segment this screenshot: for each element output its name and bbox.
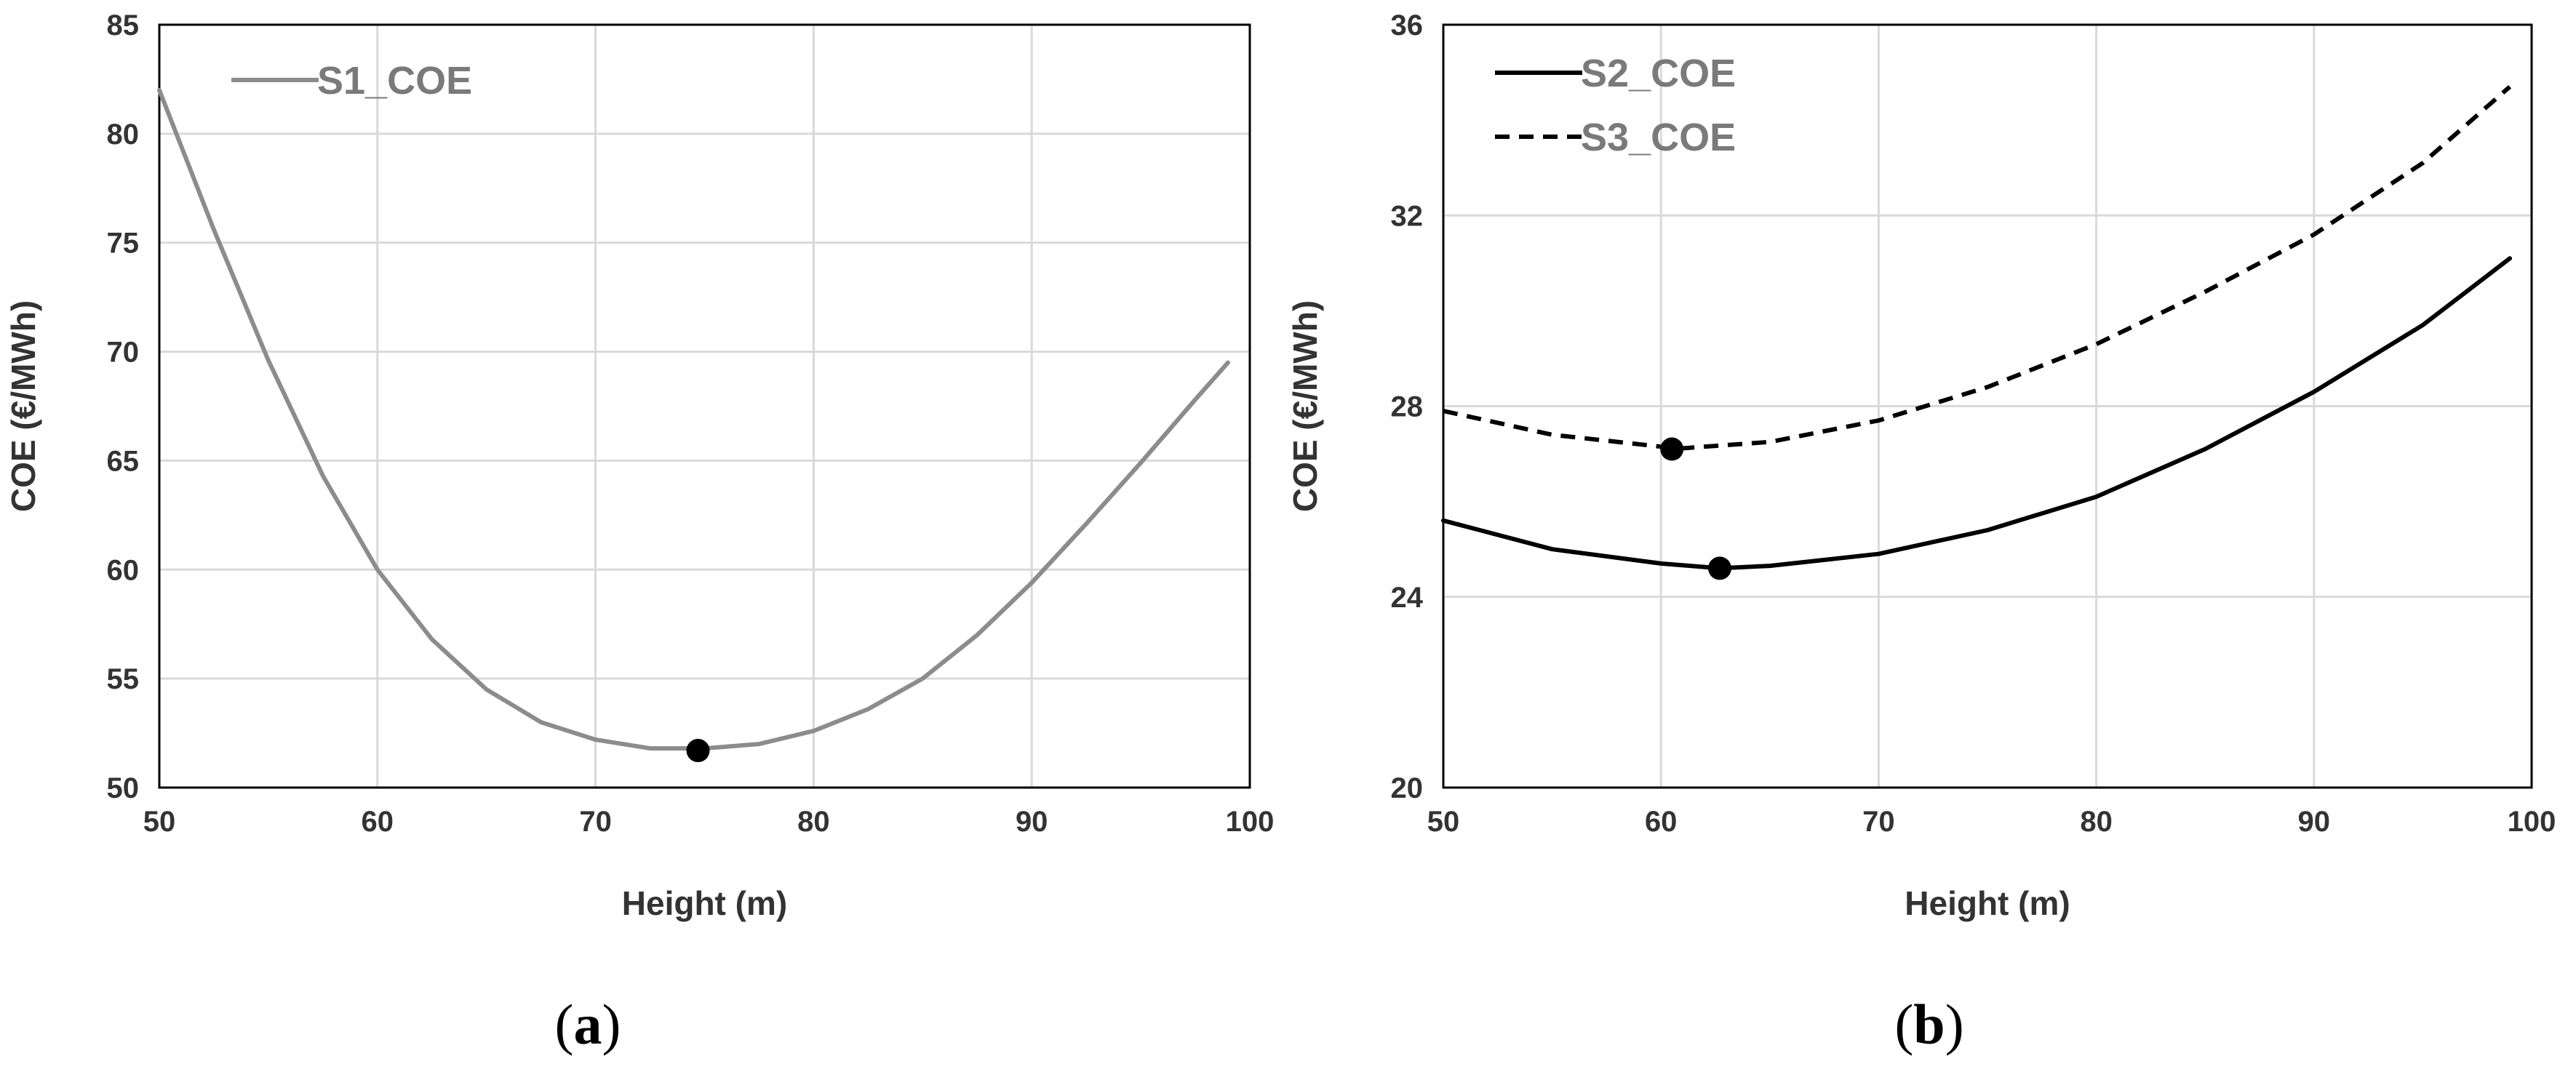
y-tick-label: 75 [107,228,140,260]
x-tick-label: 60 [1645,806,1678,838]
x-tick-label: 80 [797,806,830,838]
plot-frame [158,23,1251,789]
x-tick-label: 90 [2298,806,2331,838]
y-axis-title: COE (€/MWh) [1286,300,1324,512]
y-tick-label: 70 [107,337,140,369]
series-line-S3_COE [1443,84,2512,452]
minimum-point-S2_COE [1707,556,1731,580]
minimum-point-S3_COE [1660,437,1684,461]
y-tick-label: 55 [107,663,140,695]
plot-frame [1442,23,2533,789]
y-tick-label: 50 [107,772,140,804]
x-tick-label: 70 [579,806,612,838]
y-axis-title: COE (€/MWh) [4,300,42,512]
y-tick-label: 85 [107,9,140,41]
x-tick-label: 50 [1427,806,1460,838]
y-tick-label: 24 [1391,582,1424,614]
panel-a: 50 60 70 80 90 100 50 55 60 65 70 75 80 85 Height (m) C… [4,9,1274,1056]
legend-label: S1_COE [317,59,472,103]
y-tick-label: 80 [107,119,140,151]
x-axis-title: Height (m) [1905,884,2070,922]
x-tick-label: 70 [1862,806,1895,838]
panel-caption: (b) [1894,993,1963,1056]
series-line-S1_COE [157,87,1230,751]
x-tick-label: 60 [362,806,394,838]
y-tick-label: 60 [107,554,140,586]
x-tick-label: 80 [2080,806,2113,838]
y-tick-label: 65 [107,445,140,477]
x-tick-label: 100 [2508,806,2556,838]
series-line-S2_COE [1441,256,2513,571]
y-tick-label: 36 [1391,9,1424,41]
x-tick-label: 90 [1016,806,1048,838]
x-tick-label: 50 [143,806,176,838]
panel-b: 50 60 70 80 90 100 20 24 28 32 36 Height (m) COE (€/… [1286,9,2556,1056]
x-axis-title: Height (m) [622,884,787,922]
y-tick-label: 20 [1391,772,1424,804]
x-tick-label: 100 [1226,806,1275,838]
legend-label: S3_COE [1581,116,1736,159]
y-tick-label: 28 [1391,391,1424,423]
legend-label: S2_COE [1581,52,1736,95]
minimum-point-S1_COE [686,739,710,763]
y-tick-label: 32 [1391,200,1424,232]
panel-caption: (a) [555,993,621,1056]
